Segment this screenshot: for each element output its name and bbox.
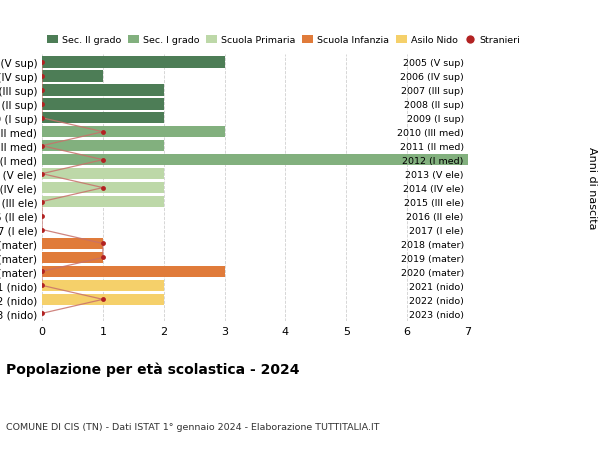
- Bar: [42, 266, 224, 278]
- Bar: [42, 140, 164, 152]
- Legend: Sec. II grado, Sec. I grado, Scuola Primaria, Scuola Infanzia, Asilo Nido, Stran: Sec. II grado, Sec. I grado, Scuola Prim…: [47, 36, 520, 45]
- Bar: [42, 294, 164, 305]
- Bar: [42, 99, 164, 110]
- Bar: [42, 71, 103, 83]
- Text: Popolazione per età scolastica - 2024: Popolazione per età scolastica - 2024: [6, 362, 299, 376]
- Bar: [42, 252, 103, 263]
- Bar: [42, 85, 164, 96]
- Text: COMUNE DI CIS (TN) - Dati ISTAT 1° gennaio 2024 - Elaborazione TUTTITALIA.IT: COMUNE DI CIS (TN) - Dati ISTAT 1° genna…: [6, 422, 380, 431]
- Bar: [42, 168, 164, 180]
- Bar: [42, 155, 468, 166]
- Bar: [42, 280, 164, 291]
- Bar: [42, 57, 224, 68]
- Bar: [42, 113, 164, 124]
- Bar: [42, 238, 103, 250]
- Bar: [42, 127, 224, 138]
- Bar: [42, 183, 164, 194]
- Text: Anni di nascita: Anni di nascita: [587, 147, 597, 230]
- Bar: [42, 196, 164, 208]
